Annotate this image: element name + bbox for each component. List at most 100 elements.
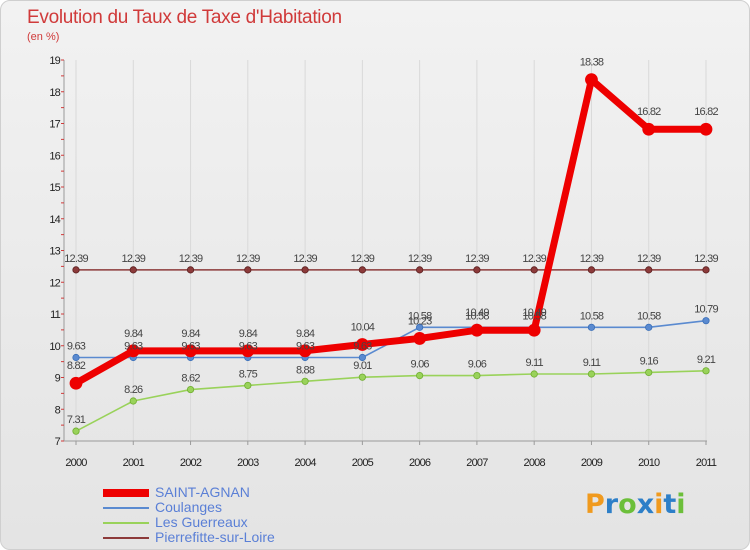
data-label-pierrefitte-sur-loire: 12.39: [580, 253, 604, 265]
legend-label-coulanges: Coulanges: [155, 499, 222, 515]
data-label-saint-agnan: 8.82: [67, 360, 86, 372]
x-tick-label: 2003: [237, 457, 259, 469]
data-label-saint-agnan: 9.84: [239, 328, 258, 340]
legend-swatch-coulanges: [103, 506, 149, 509]
x-tick-label: 2002: [180, 457, 202, 469]
x-tick-label: 2009: [581, 457, 603, 469]
data-label-saint-agnan: 10.23: [408, 315, 432, 327]
data-label-coulanges: 10.58: [522, 310, 546, 322]
data-point-les-guerreaux: [530, 370, 538, 378]
data-label-coulanges: 10.58: [408, 310, 432, 322]
logo-letter: i: [676, 489, 686, 520]
x-tick-label: 2006: [409, 457, 431, 469]
data-point-saint-agnan: [298, 344, 312, 358]
data-label-pierrefitte-sur-loire: 12.39: [465, 253, 489, 265]
data-label-pierrefitte-sur-loire: 12.39: [293, 253, 317, 265]
data-point-coulanges: [358, 353, 366, 362]
data-label-les-guerreaux: 8.26: [124, 384, 143, 396]
data-point-saint-agnan: [470, 323, 484, 337]
data-label-pierrefitte-sur-loire: 12.39: [522, 253, 546, 265]
data-point-pierrefitte-sur-loire: [129, 266, 137, 274]
legend-swatch-pierrefitte: [103, 536, 149, 539]
grid-layer: [75, 60, 707, 441]
y-tick-label: 7: [55, 436, 61, 448]
legend-label-saint-agnan: SAINT-AGNAN: [155, 484, 250, 500]
logo-letter: o: [618, 489, 637, 520]
data-label-saint-agnan: 16.82: [694, 106, 718, 118]
logo-letter: P: [585, 489, 605, 520]
legend: SAINT-AGNAN Coulanges Les Guerreaux Pier…: [103, 485, 275, 545]
data-point-pierrefitte-sur-loire: [244, 266, 252, 274]
data-point-saint-agnan: [413, 332, 427, 345]
y-tick-label: 16: [49, 150, 60, 162]
data-point-les-guerreaux: [473, 371, 481, 380]
data-point-pierrefitte-sur-loire: [358, 266, 366, 274]
y-tick-label: 11: [50, 309, 61, 321]
x-tick-label: 2011: [696, 457, 717, 469]
data-point-les-guerreaux: [301, 377, 309, 385]
data-point-saint-agnan: [355, 338, 369, 351]
data-label-les-guerreaux: 9.11: [525, 357, 543, 369]
series-layer: [69, 73, 713, 435]
data-label-les-guerreaux: 8.62: [181, 373, 200, 385]
series-line-les-guerreaux: [75, 370, 707, 432]
data-point-les-guerreaux: [72, 427, 80, 435]
y-tick-label: 8: [55, 404, 61, 416]
data-label-les-guerreaux: 9.06: [468, 359, 487, 371]
data-label-pierrefitte-sur-loire: 12.39: [694, 253, 718, 265]
data-label-les-guerreaux: 9.01: [353, 360, 372, 372]
data-label-pierrefitte-sur-loire: 12.39: [351, 253, 375, 265]
data-point-saint-agnan: [241, 344, 255, 358]
x-tick-label: 2005: [352, 457, 374, 469]
data-label-les-guerreaux: 8.75: [239, 368, 258, 380]
data-point-pierrefitte-sur-loire: [645, 266, 653, 274]
data-point-pierrefitte-sur-loire: [473, 266, 481, 274]
data-label-saint-agnan: 9.84: [181, 328, 200, 340]
data-label-coulanges: 10.58: [465, 310, 489, 322]
data-label-saint-agnan: 9.84: [296, 328, 315, 340]
legend-item-saint-agnan: SAINT-AGNAN: [103, 485, 275, 500]
data-label-les-guerreaux: 9.21: [697, 354, 716, 366]
data-label-saint-agnan: 10.04: [351, 321, 375, 333]
data-point-les-guerreaux: [244, 381, 252, 390]
y-tick-label: 15: [49, 182, 60, 194]
data-label-pierrefitte-sur-loire: 12.39: [122, 253, 146, 265]
legend-swatch-saint-agnan: [103, 488, 149, 497]
data-point-saint-agnan: [184, 344, 197, 358]
data-point-les-guerreaux: [416, 371, 424, 380]
data-label-saint-agnan: 9.84: [124, 328, 143, 340]
data-point-pierrefitte-sur-loire: [186, 266, 195, 274]
y-tick-label: 17: [49, 119, 60, 131]
data-label-pierrefitte-sur-loire: 12.39: [408, 253, 432, 265]
data-label-les-guerreaux: 8.88: [296, 364, 315, 376]
label-layer: 12.39 12.39 12.39 12.39 12.39 12.39 12.39 12.39…: [64, 57, 719, 426]
data-point-coulanges: [702, 317, 710, 325]
data-label-pierrefitte-sur-loire: 12.39: [179, 253, 203, 265]
legend-label-pierrefitte: Pierrefitte-sur-Loire: [155, 529, 275, 545]
data-label-pierrefitte-sur-loire: 12.39: [236, 253, 260, 265]
data-point-les-guerreaux: [186, 385, 195, 394]
data-point-les-guerreaux: [702, 367, 710, 375]
data-label-les-guerreaux: 9.16: [640, 355, 659, 367]
x-tick-label: 2000: [65, 457, 87, 469]
data-point-les-guerreaux: [645, 368, 653, 377]
logo-letter: i: [654, 489, 664, 520]
axis-layer: 7 8 9 10 11 12 13 14 15 16 17 18 19 2000 2001 2002 2003 2…: [49, 55, 717, 469]
data-label-pierrefitte-sur-loire: 12.39: [637, 253, 661, 265]
data-point-coulanges: [72, 353, 80, 362]
x-tick-label: 2001: [123, 457, 145, 469]
data-point-saint-agnan: [642, 122, 656, 136]
data-label-coulanges: 9.63: [67, 340, 86, 352]
logo-letter: x: [636, 489, 655, 520]
data-point-saint-agnan: [699, 122, 713, 136]
legend-item-coulanges: Coulanges: [103, 500, 275, 515]
data-point-les-guerreaux: [358, 373, 366, 381]
chart-subtitle: (en %): [27, 31, 60, 43]
data-label-coulanges: 10.79: [694, 304, 718, 316]
data-point-pierrefitte-sur-loire: [587, 266, 596, 274]
x-tick-label: 2007: [466, 457, 488, 469]
data-label-coulanges: 9.63: [124, 340, 143, 352]
data-point-saint-agnan: [585, 73, 598, 87]
y-tick-label: 19: [49, 55, 60, 67]
